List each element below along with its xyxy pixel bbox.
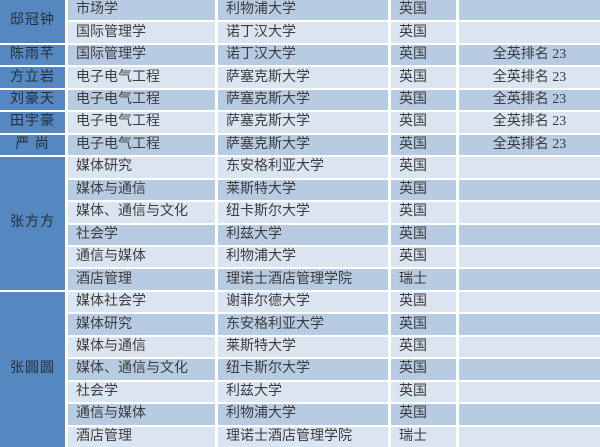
major-cell[interactable]: 电子电气工程	[68, 67, 215, 88]
student-name-cell[interactable]: 张方方	[0, 157, 65, 290]
university-cell[interactable]: 纽卡斯尔大学	[218, 202, 388, 223]
student-name-cell[interactable]: 陈雨芊	[0, 44, 65, 66]
country-cell[interactable]: 英国	[391, 89, 456, 111]
university-cell[interactable]: 诺丁汉大学	[218, 44, 388, 66]
ranking-cell[interactable]	[459, 381, 600, 403]
ranking-cell[interactable]	[459, 22, 600, 43]
country-cell[interactable]: 英国	[391, 381, 456, 403]
major-cell[interactable]: 通信与媒体	[68, 246, 215, 268]
university-cell[interactable]: 利物浦大学	[218, 404, 388, 425]
ranking-cell[interactable]	[459, 359, 600, 380]
country-cell[interactable]: 英国	[391, 67, 456, 88]
ranking-cell[interactable]	[459, 246, 600, 268]
country-cell[interactable]: 英国	[391, 134, 456, 156]
ranking-cell[interactable]	[459, 179, 600, 201]
major-cell[interactable]: 媒体、通信与文化	[68, 359, 215, 380]
major-cell[interactable]: 媒体研究	[68, 314, 215, 335]
university-cell[interactable]: 谢菲尔德大学	[218, 291, 388, 313]
country-cell[interactable]: 英国	[391, 22, 456, 43]
ranking-cell[interactable]	[459, 404, 600, 425]
ranking-cell[interactable]	[459, 426, 600, 447]
major-cell[interactable]: 酒店管理	[68, 269, 215, 290]
country-cell[interactable]: 瑞士	[391, 269, 456, 290]
university-cell[interactable]: 萨塞克斯大学	[218, 89, 388, 111]
ranking-cell[interactable]	[459, 0, 600, 21]
ranking-cell[interactable]: 全英排名 23	[459, 89, 600, 111]
major-cell[interactable]: 社会学	[68, 224, 215, 245]
ranking-cell[interactable]	[459, 269, 600, 290]
ranking-cell[interactable]: 全英排名 23	[459, 67, 600, 88]
country-cell[interactable]: 英国	[391, 202, 456, 223]
major-cell[interactable]: 电子电气工程	[68, 112, 215, 133]
ranking-cell[interactable]	[459, 291, 600, 313]
country-cell[interactable]: 英国	[391, 291, 456, 313]
country-cell[interactable]: 瑞士	[391, 426, 456, 447]
student-name-cell[interactable]: 邸冠钟	[0, 0, 65, 43]
country-cell[interactable]: 英国	[391, 179, 456, 201]
student-name-cell[interactable]: 张圆圆	[0, 291, 65, 447]
university-cell[interactable]: 纽卡斯尔大学	[218, 359, 388, 380]
ranking-cell[interactable]: 全英排名 23	[459, 134, 600, 156]
university-cell[interactable]: 萨塞克斯大学	[218, 112, 388, 133]
university-cell[interactable]: 莱斯特大学	[218, 179, 388, 201]
student-name-cell[interactable]: 严 尚	[0, 134, 65, 156]
major-cell[interactable]: 社会学	[68, 381, 215, 403]
university-cell[interactable]: 理诺士酒店管理学院	[218, 426, 388, 447]
student-name-cell[interactable]: 刘豪天	[0, 89, 65, 111]
major-cell[interactable]: 媒体研究	[68, 157, 215, 178]
ranking-cell[interactable]	[459, 202, 600, 223]
major-cell[interactable]: 媒体社会学	[68, 291, 215, 313]
country-cell[interactable]: 英国	[391, 157, 456, 178]
university-cell[interactable]: 理诺士酒店管理学院	[218, 269, 388, 290]
major-cell[interactable]: 通信与媒体	[68, 404, 215, 425]
university-cell[interactable]: 诺丁汉大学	[218, 22, 388, 43]
major-cell[interactable]: 媒体与通信	[68, 336, 215, 358]
university-cell[interactable]: 利兹大学	[218, 381, 388, 403]
university-cell[interactable]: 萨塞克斯大学	[218, 134, 388, 156]
university-cell[interactable]: 莱斯特大学	[218, 336, 388, 358]
country-cell[interactable]: 英国	[391, 44, 456, 66]
ranking-cell[interactable]	[459, 157, 600, 178]
ranking-cell[interactable]: 全英排名 23	[459, 44, 600, 66]
country-cell[interactable]: 英国	[391, 336, 456, 358]
ranking-cell[interactable]	[459, 336, 600, 358]
ranking-cell[interactable]	[459, 314, 600, 335]
university-cell[interactable]: 利物浦大学	[218, 246, 388, 268]
country-cell[interactable]: 英国	[391, 359, 456, 380]
major-cell[interactable]: 媒体与通信	[68, 179, 215, 201]
major-cell[interactable]: 国际管理学	[68, 44, 215, 66]
major-cell[interactable]: 电子电气工程	[68, 89, 215, 111]
ranking-cell[interactable]	[459, 224, 600, 245]
ranking-cell[interactable]: 全英排名 23	[459, 112, 600, 133]
student-name-cell[interactable]: 田宇豪	[0, 112, 65, 133]
country-cell[interactable]: 英国	[391, 404, 456, 425]
major-cell[interactable]: 市场学	[68, 0, 215, 21]
country-cell[interactable]: 英国	[391, 112, 456, 133]
university-cell[interactable]: 利兹大学	[218, 224, 388, 245]
university-cell[interactable]: 东安格利亚大学	[218, 157, 388, 178]
university-cell[interactable]: 萨塞克斯大学	[218, 67, 388, 88]
major-cell[interactable]: 媒体、通信与文化	[68, 202, 215, 223]
major-cell[interactable]: 国际管理学	[68, 22, 215, 43]
major-cell[interactable]: 酒店管理	[68, 426, 215, 447]
country-cell[interactable]: 英国	[391, 224, 456, 245]
major-cell[interactable]: 电子电气工程	[68, 134, 215, 156]
university-cell[interactable]: 利物浦大学	[218, 0, 388, 21]
country-cell[interactable]: 英国	[391, 314, 456, 335]
country-cell[interactable]: 英国	[391, 0, 456, 21]
university-cell[interactable]: 东安格利亚大学	[218, 314, 388, 335]
country-cell[interactable]: 英国	[391, 246, 456, 268]
student-name-cell[interactable]: 方立岩	[0, 67, 65, 88]
